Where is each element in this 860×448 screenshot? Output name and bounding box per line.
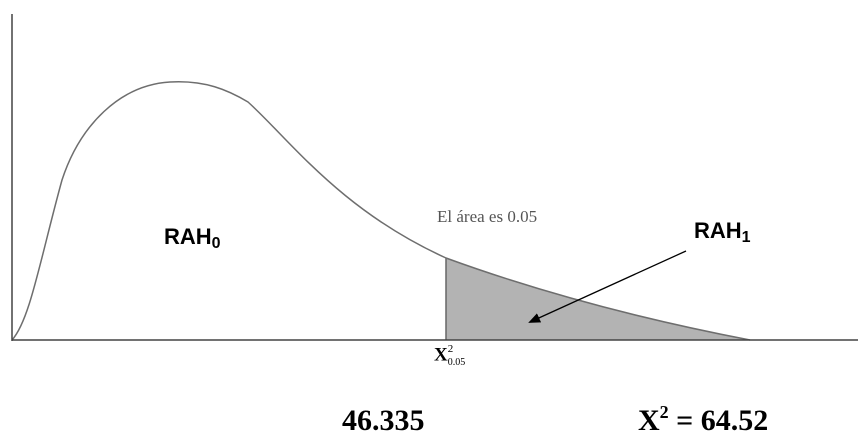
rah1-subscript: 1 [741, 229, 751, 246]
density-curve [11, 81, 751, 341]
rah0-label: RAH0 [164, 224, 221, 252]
crit-symbol: X [434, 344, 448, 366]
rah1-main: RAH [694, 218, 742, 243]
critical-value-number: 46.335 [342, 404, 425, 437]
rah0-main: RAH [164, 224, 212, 249]
crit-script-stack: 2 0.05 [448, 344, 466, 368]
critical-value-symbol: X 2 0.05 [434, 344, 465, 368]
statistic-value: = 64.52 [676, 404, 769, 437]
statistic-symbol: X [638, 404, 660, 437]
crit-subscript: 0.05 [447, 357, 466, 368]
rejection-region [446, 258, 750, 340]
test-statistic: X2 = 64.52 [638, 402, 769, 438]
statistic-superscript: 2 [659, 402, 669, 422]
rejection-arrow [528, 250, 687, 323]
area-note: El área es 0.05 [437, 207, 538, 226]
crit-superscript: 2 [447, 343, 454, 355]
rah1-label: RAH1 [694, 218, 751, 246]
rah0-subscript: 0 [211, 235, 221, 252]
